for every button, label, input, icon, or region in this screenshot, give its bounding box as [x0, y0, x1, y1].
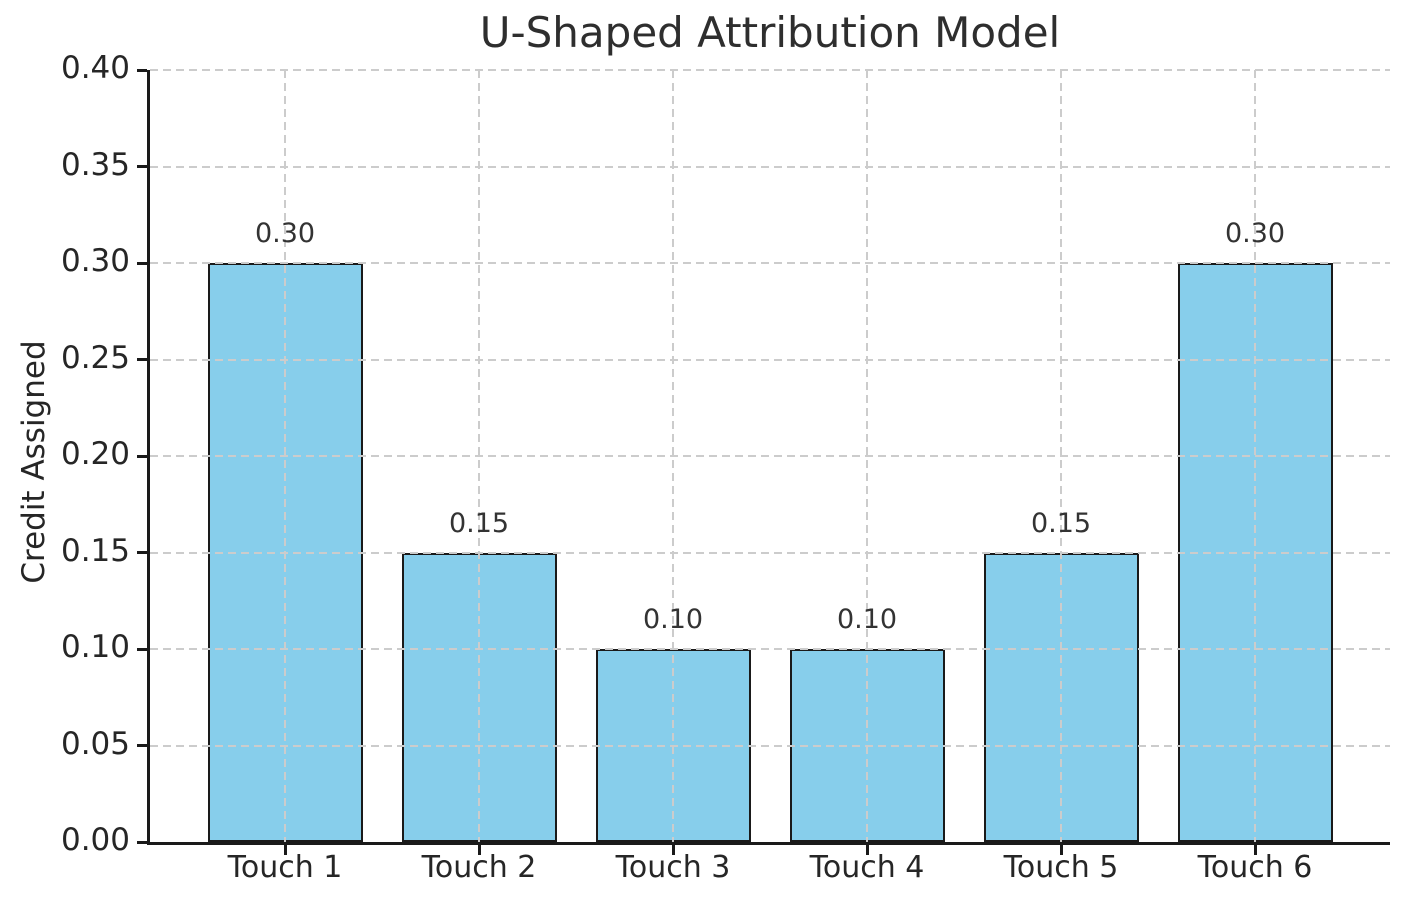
- v-gridline-3: [672, 70, 674, 842]
- x-tick-mark: [865, 845, 869, 855]
- bar-value-label: 0.30: [254, 218, 316, 249]
- chart-title: U-Shaped Attribution Model: [479, 8, 1061, 57]
- x-tick-mark: [1059, 845, 1063, 855]
- h-gridline-0.35: [150, 165, 1390, 168]
- h-gridline-0.10: [150, 648, 1390, 650]
- h-gridline-0.30: [150, 262, 1390, 264]
- y-tick-mark: [137, 68, 147, 72]
- y-tick-label: 0.35: [60, 146, 130, 183]
- y-tick-label: 0.10: [60, 629, 130, 665]
- y-tick-label: 0.30: [60, 243, 130, 279]
- y-tick-mark: [137, 647, 147, 651]
- h-gridline-0.20: [150, 455, 1390, 457]
- y-tick-mark: [137, 454, 147, 458]
- y-tick-mark: [137, 358, 147, 361]
- x-tick-label-touch-6: Touch 6: [1197, 850, 1313, 885]
- bar-value-label: 0.15: [1030, 507, 1092, 539]
- y-tick-mark: [137, 551, 147, 554]
- x-tick-label-touch-1: Touch 1: [227, 850, 343, 885]
- x-tick-label-touch-4: Touch 4: [809, 850, 925, 885]
- plot-area: 0.30 0.15 0.10 0.10 0.15 0.30 0.00 0.05 0.10 0.1…: [61, 50, 1390, 885]
- h-gridline-0.05: [150, 744, 1390, 747]
- bar-value-label: 0.10: [642, 604, 704, 635]
- y-tick-mark: [137, 744, 147, 747]
- y-tick-label: 0.15: [60, 532, 130, 569]
- y-tick-mark: [137, 165, 147, 168]
- y-tick-label: 0.00: [60, 822, 130, 858]
- y-tick-label: 0.25: [60, 339, 130, 376]
- bar-value-label: 0.30: [1224, 218, 1286, 249]
- y-axis-spine: [147, 70, 150, 845]
- y-tick-mark: [137, 261, 147, 265]
- x-tick-mark: [1253, 845, 1257, 855]
- y-tick-label: 0.20: [60, 436, 130, 472]
- v-gridline-2: [478, 70, 480, 842]
- v-gridline-4: [866, 70, 868, 842]
- bar-value-label: 0.15: [448, 507, 510, 539]
- y-tick-label: 0.40: [60, 50, 130, 86]
- y-tick-mark: [137, 840, 147, 844]
- v-gridline-6: [1254, 70, 1256, 842]
- h-gridline-0.40: [150, 69, 1390, 71]
- x-tick-mark: [477, 845, 481, 855]
- h-gridline-0.15: [150, 551, 1390, 554]
- y-tick-label: 0.05: [60, 725, 130, 762]
- x-tick-label-touch-5: Touch 5: [1003, 850, 1119, 885]
- v-gridline-1: [284, 70, 286, 842]
- x-tick-mark: [671, 845, 675, 855]
- x-tick-label-touch-3: Touch 3: [615, 850, 731, 885]
- x-tick-label-touch-2: Touch 2: [421, 850, 537, 885]
- h-gridline-0.25: [150, 358, 1390, 361]
- x-axis-spine: [147, 842, 1390, 845]
- bar-value-label: 0.10: [836, 604, 898, 635]
- x-tick-mark: [283, 845, 287, 855]
- v-gridline-5: [1060, 70, 1062, 842]
